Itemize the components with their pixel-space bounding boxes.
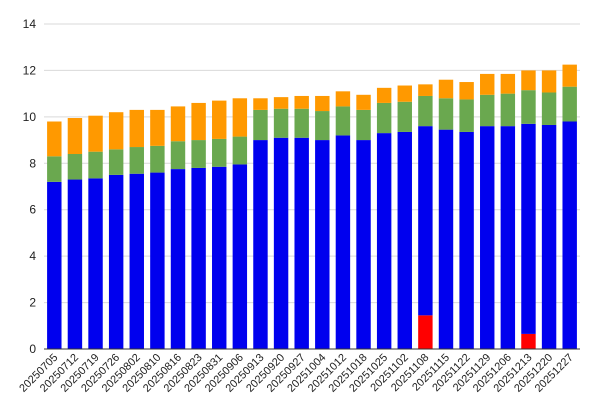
bar-segment — [397, 131, 412, 349]
bar-segment — [480, 73, 495, 95]
bar-segment — [108, 112, 124, 150]
bar-segment — [47, 121, 62, 157]
bar-segment — [47, 181, 62, 349]
y-tick-label: 0 — [29, 342, 36, 356]
bar-segment — [273, 97, 289, 109]
y-tick-label: 8 — [29, 156, 36, 170]
bar-segment — [273, 108, 289, 138]
bar-segment — [150, 172, 165, 349]
bar-segment — [438, 129, 454, 349]
bar-segment — [541, 124, 557, 349]
bar-segment — [129, 109, 144, 148]
bar-segment — [356, 140, 371, 349]
bar-segment — [170, 169, 186, 349]
bar-segment — [88, 178, 103, 350]
bar-segment — [67, 179, 83, 349]
bar-segment — [191, 102, 206, 141]
bar-segment — [438, 98, 454, 130]
bar-segment — [376, 102, 392, 134]
bar-segment — [47, 156, 62, 182]
y-tick-label: 12 — [23, 63, 37, 77]
bar-segment — [521, 70, 536, 91]
bar-segment — [500, 93, 516, 127]
bar-segment — [212, 166, 227, 349]
bar-segment — [521, 90, 536, 124]
bar-segment — [129, 173, 144, 349]
bar-segment — [212, 138, 227, 167]
bar-segment — [170, 106, 186, 142]
bar-segment — [562, 64, 577, 87]
bar-segment — [88, 151, 103, 179]
bar-segment — [376, 133, 392, 349]
bar-segment — [521, 333, 536, 349]
bar-segment — [315, 95, 330, 112]
bar-segment — [315, 111, 330, 141]
bar-segment — [232, 136, 248, 165]
bar-segment — [191, 167, 206, 349]
bar-segment — [67, 118, 83, 154]
bar-segment — [500, 126, 516, 349]
bar-segment — [356, 94, 371, 110]
bar-segment — [335, 135, 351, 349]
bar-segment — [562, 121, 577, 349]
gridlines — [44, 23, 580, 304]
bar-segment — [459, 82, 474, 100]
y-tick-label: 4 — [29, 249, 36, 263]
bar-segment — [376, 87, 392, 103]
bar-segment — [253, 140, 268, 349]
bar-segment — [150, 145, 165, 173]
bar-segment — [397, 101, 412, 132]
bar-segment — [418, 84, 433, 96]
bar-segment — [438, 79, 454, 99]
bar-segment — [212, 100, 227, 139]
bar-segment — [418, 315, 433, 349]
bar-segment — [335, 106, 351, 136]
bar-segment — [480, 94, 495, 127]
y-tick-label: 6 — [29, 203, 36, 217]
bars — [47, 64, 577, 350]
bar-segment — [253, 109, 268, 141]
bar-segment — [459, 131, 474, 349]
bar-segment — [294, 95, 309, 109]
bar-segment — [562, 86, 577, 122]
bar-segment — [294, 137, 309, 349]
bar-segment — [521, 123, 536, 334]
bar-segment — [191, 140, 206, 168]
bar-segment — [541, 92, 557, 125]
bar-segment — [418, 126, 433, 316]
bar-segment — [129, 147, 144, 174]
bar-segment — [480, 126, 495, 349]
bar-segment — [418, 95, 433, 127]
bar-segment — [232, 164, 248, 349]
bar-segment — [294, 108, 309, 138]
y-tick-label: 10 — [23, 110, 37, 124]
bar-segment — [170, 141, 186, 170]
bar-segment — [273, 137, 289, 349]
bar-segment — [150, 109, 165, 146]
bar-segment — [232, 98, 248, 137]
y-tick-label: 2 — [29, 296, 36, 310]
bar-segment — [459, 99, 474, 132]
bar-segment — [67, 154, 83, 180]
bar-segment — [335, 91, 351, 107]
bar-segment — [108, 149, 124, 175]
bar-segment — [397, 85, 412, 102]
x-axis-ticks: 2025070520250712202507192025072620250802… — [17, 352, 575, 395]
bar-segment — [253, 98, 268, 110]
bar-segment — [500, 73, 516, 94]
y-axis-ticks: 0 2 4 6 8 10 12 14 — [23, 17, 37, 356]
bar-segment — [315, 140, 330, 349]
bar-segment — [108, 174, 124, 349]
y-tick-label: 14 — [23, 17, 37, 31]
bar-segment — [88, 115, 103, 152]
bar-segment — [541, 70, 557, 93]
bar-segment — [356, 109, 371, 141]
